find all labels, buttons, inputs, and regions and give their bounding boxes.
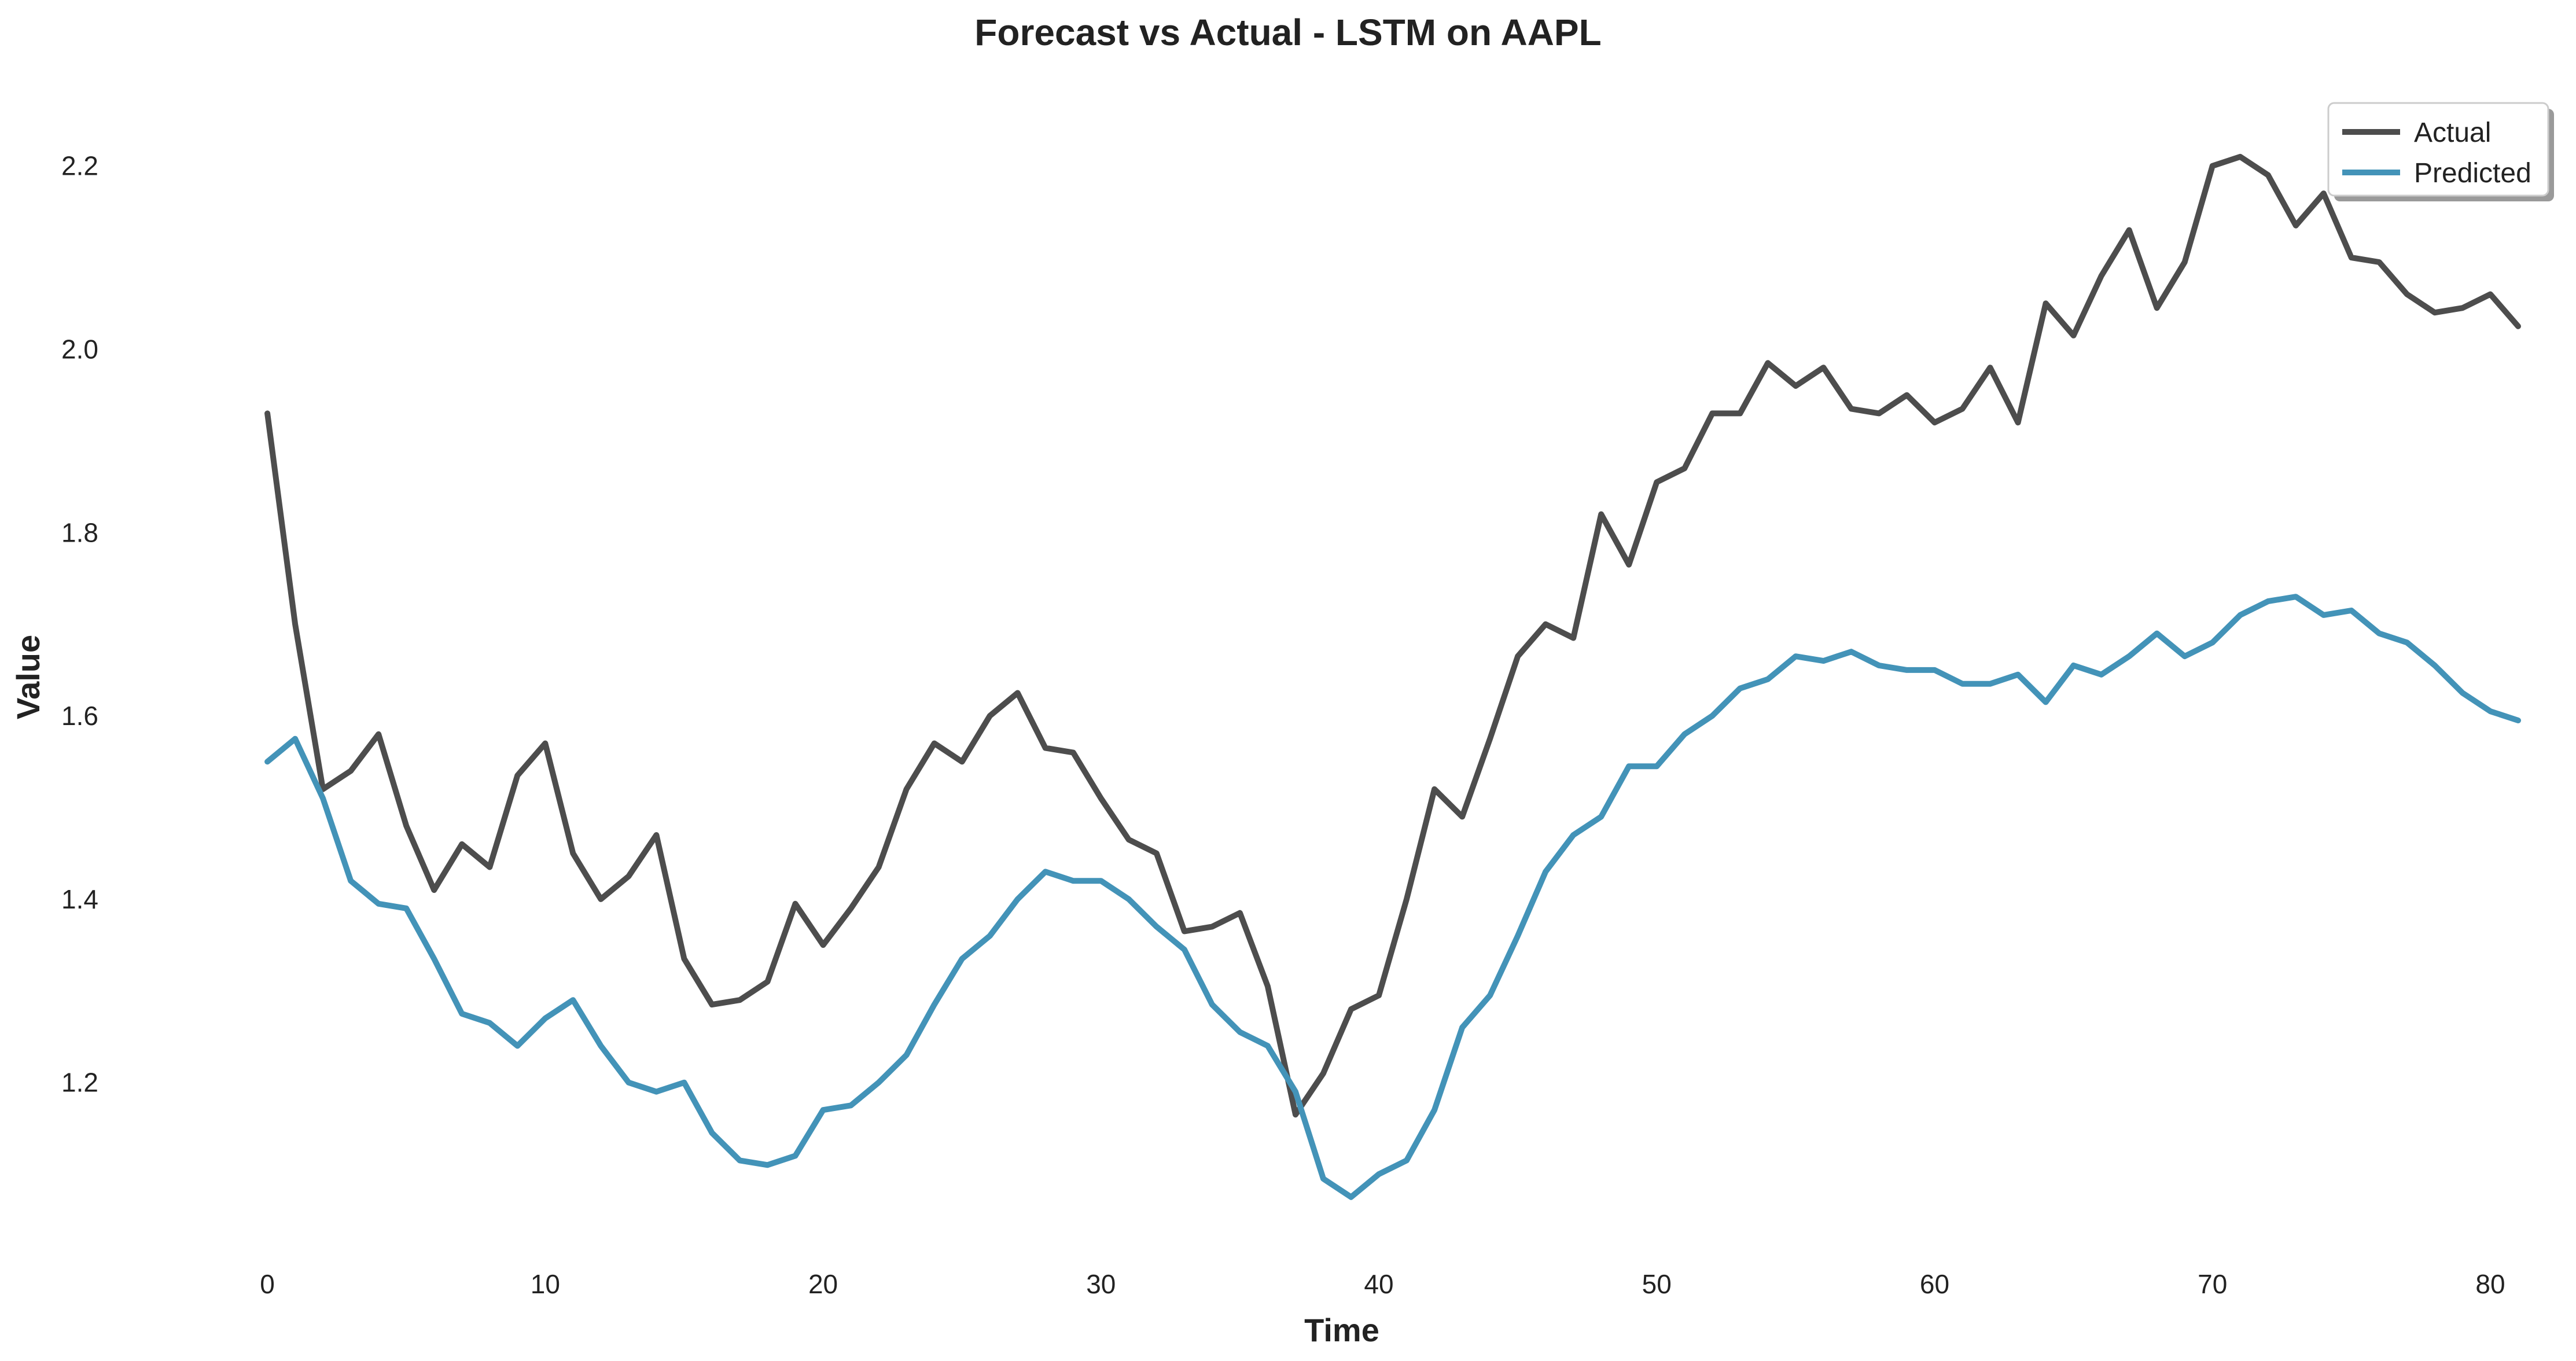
x-tick-label: 20 bbox=[808, 1269, 838, 1299]
y-tick-label: 1.6 bbox=[61, 701, 98, 731]
x-tick-label: 40 bbox=[1364, 1269, 1393, 1299]
x-tick-label: 70 bbox=[2198, 1269, 2227, 1299]
x-axis-label: Time bbox=[1304, 1312, 1379, 1348]
series-lines bbox=[264, 153, 2521, 1200]
y-tick-label: 1.4 bbox=[61, 884, 98, 914]
chart-title: Forecast vs Actual - LSTM on AAPL bbox=[974, 12, 1601, 53]
x-tick-label: 10 bbox=[531, 1269, 560, 1299]
x-tick-label: 80 bbox=[2475, 1269, 2505, 1299]
x-tick-label: 50 bbox=[1642, 1269, 1672, 1299]
y-tick-label: 2.0 bbox=[61, 334, 98, 365]
x-tick-label: 0 bbox=[260, 1269, 275, 1299]
x-tick-label: 30 bbox=[1086, 1269, 1116, 1299]
legend-label-predicted: Predicted bbox=[2414, 158, 2531, 189]
y-tick-label: 2.2 bbox=[61, 151, 98, 181]
y-axis-ticks: 1.2 1.4 1.6 1.8 2.0 2.2 bbox=[61, 151, 98, 1098]
series-line-actual bbox=[264, 153, 2521, 1118]
x-tick-label: 60 bbox=[1920, 1269, 1949, 1299]
legend-entries: Actual Predicted bbox=[2342, 117, 2531, 189]
y-tick-label: 1.2 bbox=[61, 1068, 98, 1098]
y-axis-label: Value bbox=[10, 635, 46, 719]
series-line-predicted bbox=[264, 594, 2521, 1200]
x-axis-ticks: 0 10 20 30 40 50 60 70 80 bbox=[260, 1269, 2505, 1299]
legend-label-actual: Actual bbox=[2414, 117, 2491, 148]
y-tick-label: 1.8 bbox=[61, 517, 98, 547]
legend: Actual Predicted bbox=[2327, 102, 2554, 201]
